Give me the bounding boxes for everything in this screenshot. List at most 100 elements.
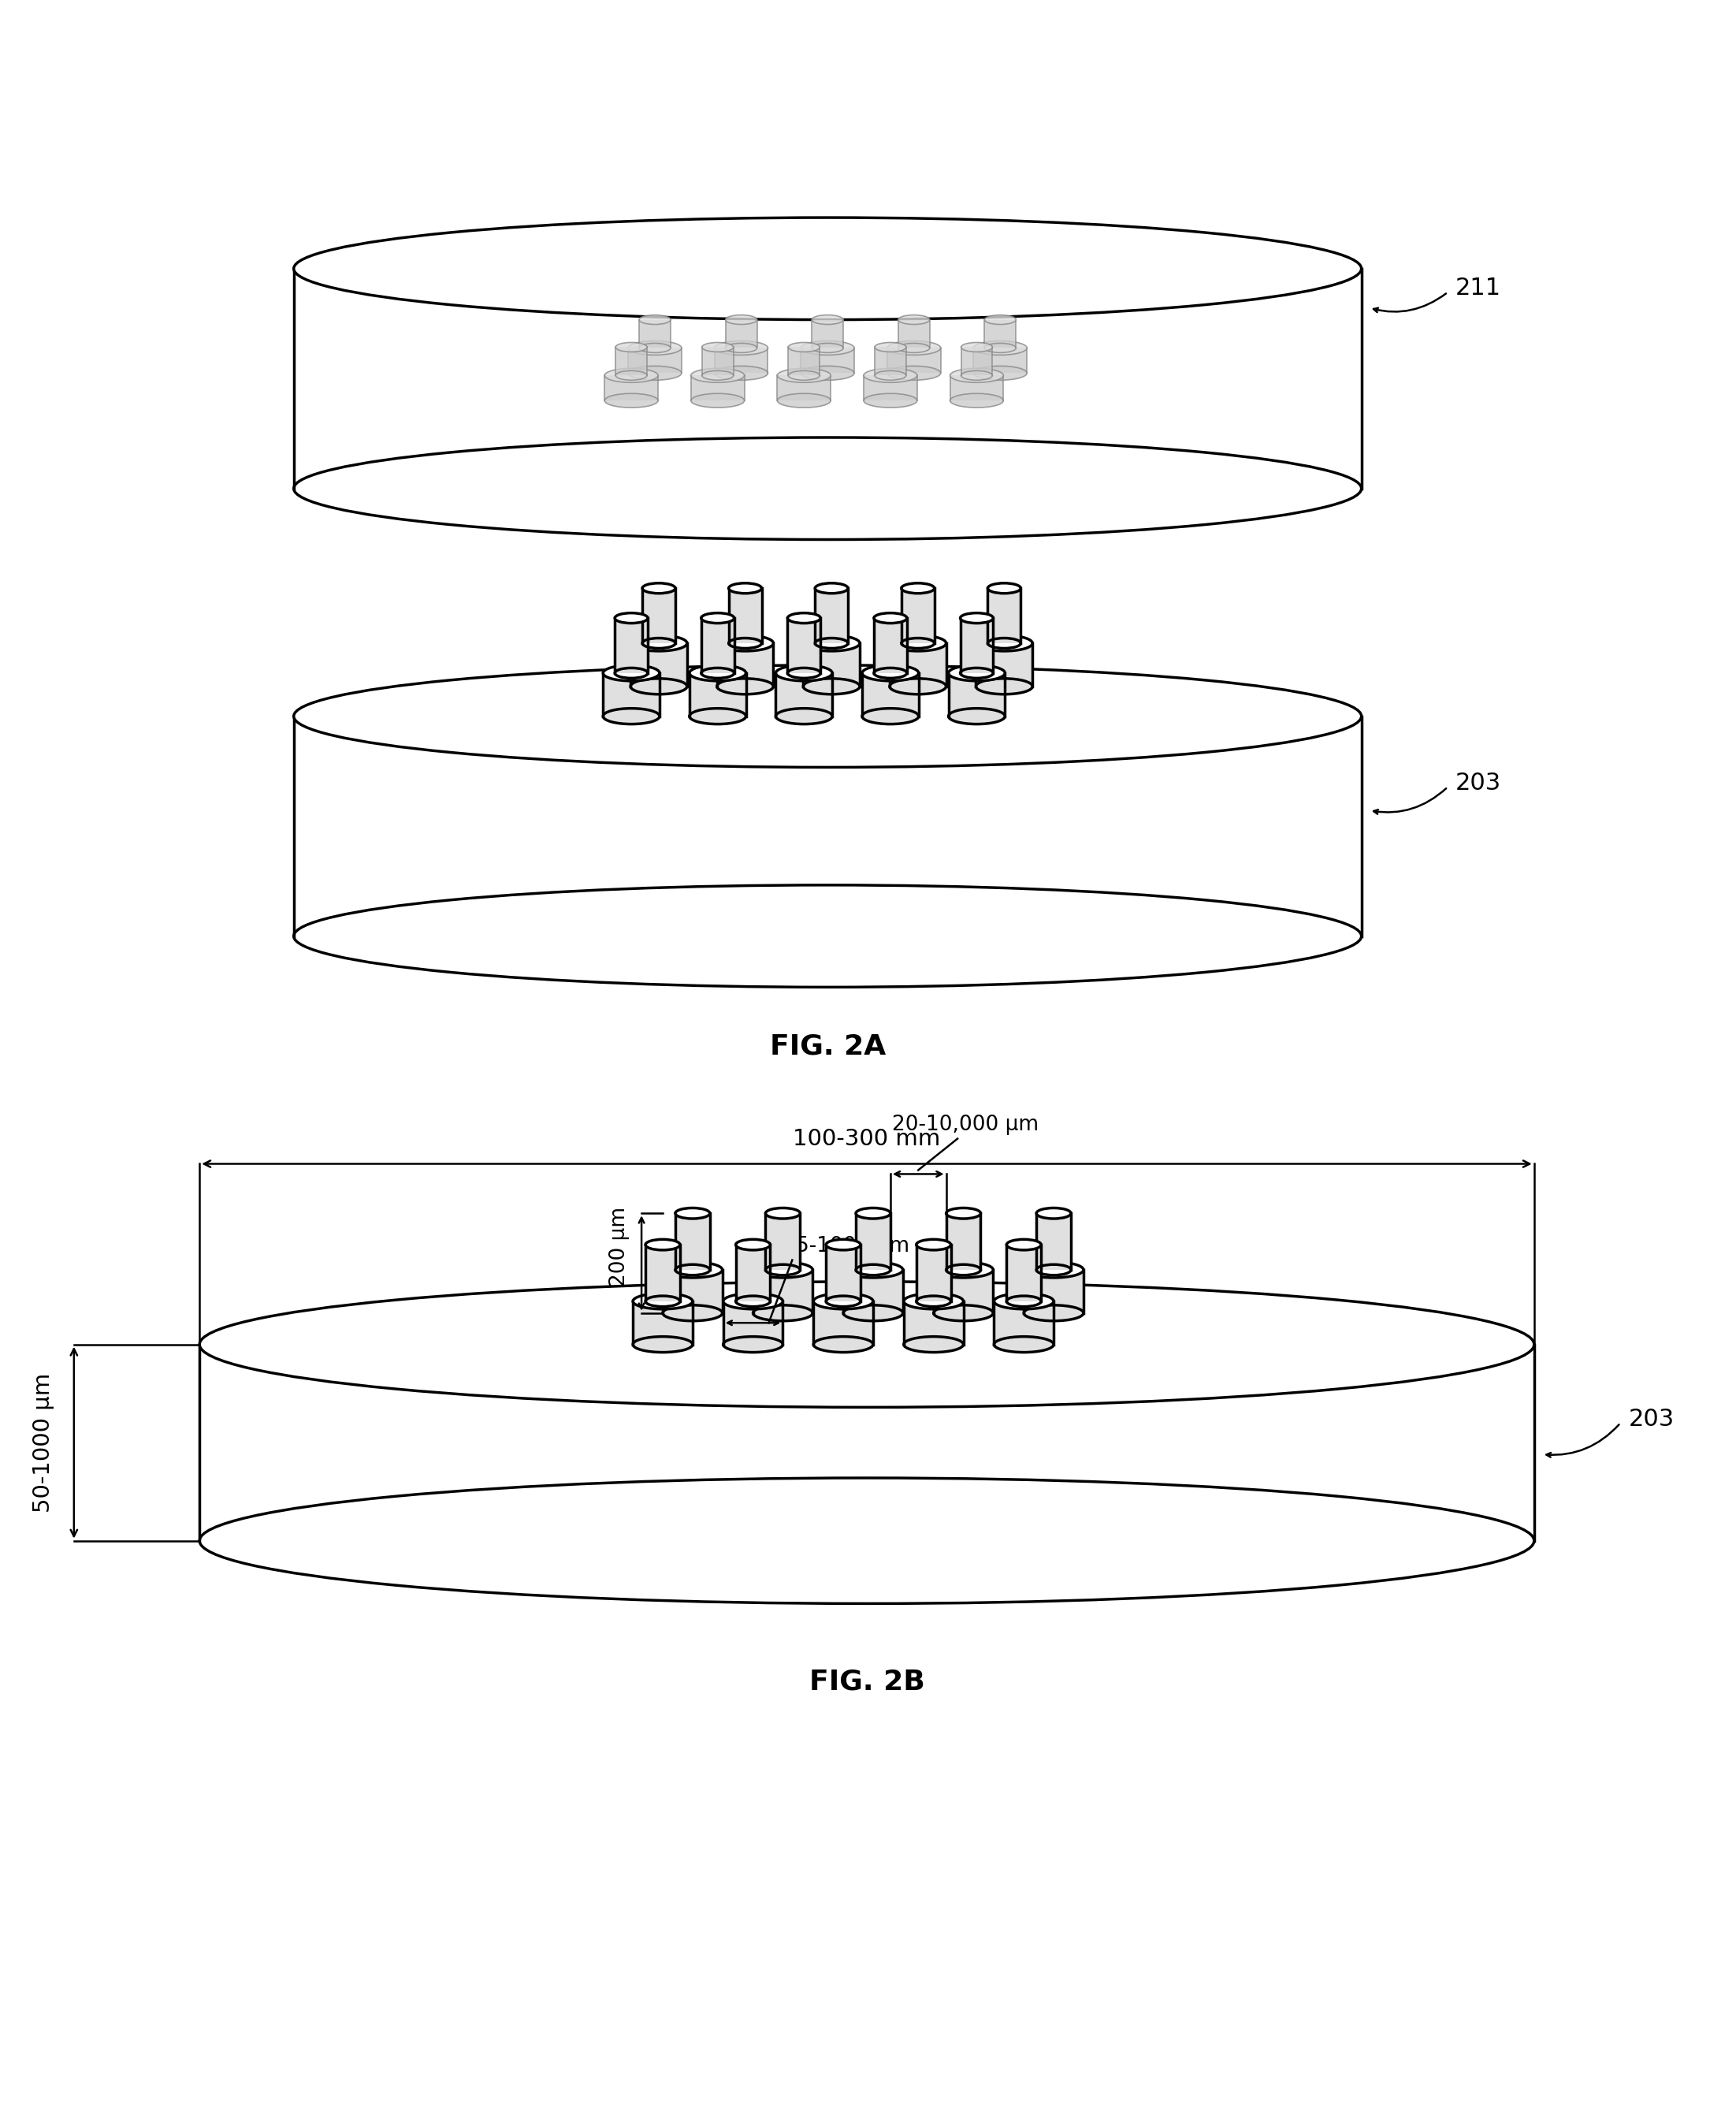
- Polygon shape: [887, 347, 941, 373]
- Polygon shape: [675, 1214, 710, 1271]
- Text: 50-1000 μm: 50-1000 μm: [33, 1372, 54, 1512]
- Ellipse shape: [812, 316, 844, 324]
- Ellipse shape: [753, 1262, 812, 1277]
- Ellipse shape: [715, 366, 767, 379]
- Polygon shape: [736, 1245, 771, 1300]
- Ellipse shape: [995, 1336, 1054, 1351]
- Ellipse shape: [1007, 1239, 1042, 1250]
- Ellipse shape: [898, 316, 929, 324]
- Ellipse shape: [602, 707, 660, 724]
- Ellipse shape: [889, 635, 946, 650]
- Ellipse shape: [814, 1294, 873, 1309]
- Ellipse shape: [293, 665, 1361, 767]
- Polygon shape: [729, 589, 762, 644]
- Polygon shape: [766, 1214, 800, 1271]
- Polygon shape: [602, 674, 660, 716]
- Ellipse shape: [887, 341, 941, 356]
- Ellipse shape: [960, 612, 993, 623]
- Ellipse shape: [814, 1336, 873, 1351]
- Ellipse shape: [1024, 1262, 1083, 1277]
- Ellipse shape: [293, 438, 1361, 540]
- Ellipse shape: [976, 678, 1033, 695]
- Ellipse shape: [873, 612, 906, 623]
- Polygon shape: [873, 618, 906, 674]
- Polygon shape: [826, 1245, 861, 1300]
- Text: 20-10,000 μm: 20-10,000 μm: [892, 1114, 1038, 1135]
- Ellipse shape: [814, 582, 847, 593]
- Ellipse shape: [788, 612, 821, 623]
- Polygon shape: [901, 589, 934, 644]
- Ellipse shape: [293, 885, 1361, 987]
- Polygon shape: [717, 644, 774, 686]
- Text: FIG. 2B: FIG. 2B: [809, 1669, 925, 1697]
- Ellipse shape: [715, 341, 767, 356]
- Ellipse shape: [639, 316, 670, 324]
- Ellipse shape: [887, 366, 941, 379]
- Ellipse shape: [804, 635, 859, 650]
- Polygon shape: [778, 375, 832, 400]
- Polygon shape: [689, 674, 746, 716]
- Ellipse shape: [904, 1294, 963, 1309]
- Polygon shape: [844, 1271, 903, 1313]
- Polygon shape: [630, 644, 687, 686]
- Polygon shape: [1024, 1271, 1083, 1313]
- Ellipse shape: [988, 582, 1021, 593]
- Ellipse shape: [628, 366, 682, 379]
- Polygon shape: [976, 644, 1033, 686]
- Polygon shape: [800, 347, 854, 373]
- Ellipse shape: [691, 394, 745, 407]
- Polygon shape: [604, 375, 658, 400]
- Polygon shape: [984, 320, 1016, 347]
- Ellipse shape: [726, 316, 757, 324]
- Ellipse shape: [615, 612, 648, 623]
- Polygon shape: [934, 1271, 993, 1313]
- Polygon shape: [715, 347, 767, 373]
- Ellipse shape: [604, 394, 658, 407]
- Ellipse shape: [865, 394, 917, 407]
- Polygon shape: [917, 1245, 951, 1300]
- Ellipse shape: [753, 1305, 812, 1322]
- Polygon shape: [1007, 1245, 1042, 1300]
- Polygon shape: [962, 347, 993, 375]
- Polygon shape: [865, 375, 917, 400]
- Ellipse shape: [800, 341, 854, 356]
- Text: 10-200 μm: 10-200 μm: [609, 1207, 630, 1320]
- Polygon shape: [628, 347, 682, 373]
- Ellipse shape: [995, 1294, 1054, 1309]
- Ellipse shape: [950, 369, 1003, 383]
- Ellipse shape: [901, 582, 934, 593]
- Text: 211: 211: [1455, 277, 1502, 301]
- Ellipse shape: [634, 1336, 693, 1351]
- Ellipse shape: [691, 369, 745, 383]
- Ellipse shape: [934, 1305, 993, 1322]
- Ellipse shape: [962, 343, 993, 352]
- Polygon shape: [788, 347, 819, 375]
- Ellipse shape: [917, 1239, 951, 1250]
- Polygon shape: [200, 1345, 1535, 1540]
- Ellipse shape: [800, 366, 854, 379]
- Polygon shape: [639, 320, 670, 347]
- Ellipse shape: [844, 1305, 903, 1322]
- Ellipse shape: [642, 582, 675, 593]
- Ellipse shape: [946, 1207, 981, 1218]
- Ellipse shape: [689, 665, 746, 680]
- Ellipse shape: [717, 635, 774, 650]
- Text: FIG. 2A: FIG. 2A: [769, 1034, 885, 1059]
- Ellipse shape: [200, 1281, 1535, 1406]
- Ellipse shape: [889, 678, 946, 695]
- Ellipse shape: [804, 678, 859, 695]
- Ellipse shape: [1024, 1305, 1083, 1322]
- Ellipse shape: [628, 341, 682, 356]
- Ellipse shape: [974, 366, 1028, 379]
- Ellipse shape: [934, 1262, 993, 1277]
- Ellipse shape: [675, 1207, 710, 1218]
- Ellipse shape: [736, 1239, 771, 1250]
- Ellipse shape: [701, 343, 733, 352]
- Polygon shape: [804, 644, 859, 686]
- Text: 100-300 mm: 100-300 mm: [793, 1127, 941, 1150]
- Polygon shape: [995, 1300, 1054, 1345]
- Polygon shape: [753, 1271, 812, 1313]
- Ellipse shape: [200, 1478, 1535, 1603]
- Ellipse shape: [974, 341, 1028, 356]
- Polygon shape: [701, 618, 734, 674]
